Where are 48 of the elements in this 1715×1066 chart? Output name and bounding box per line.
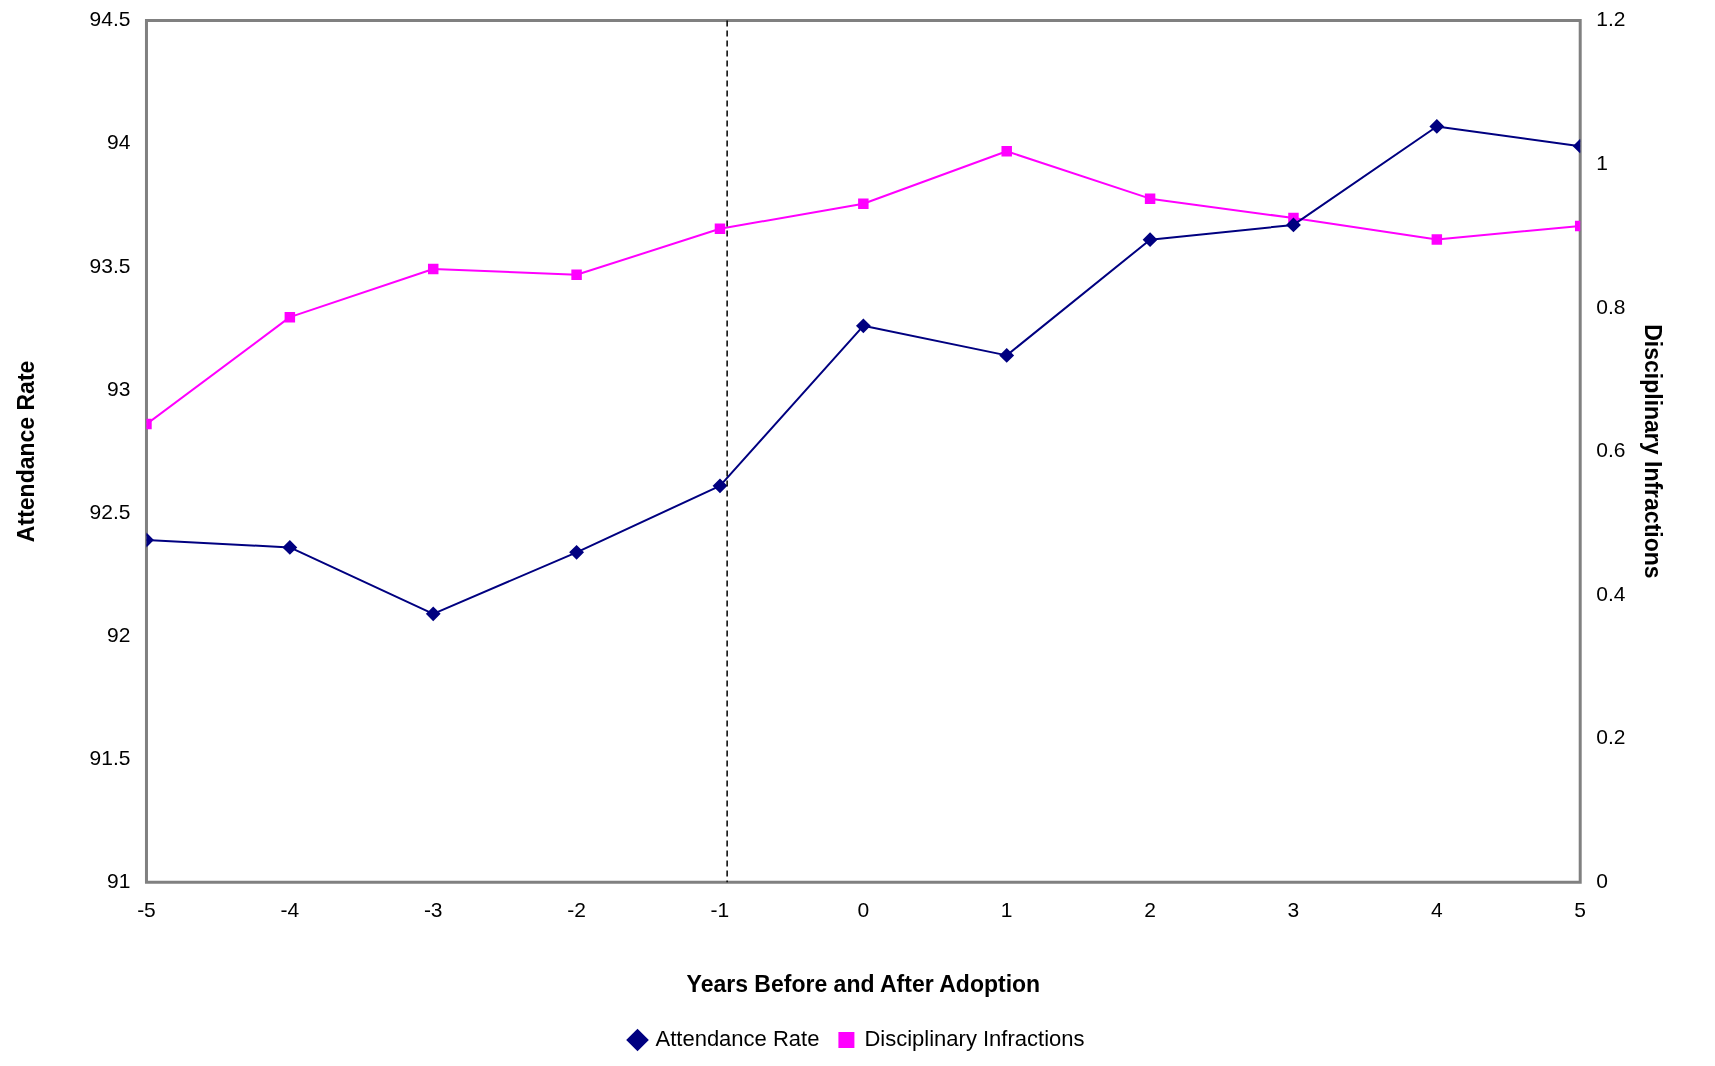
legend-label: Disciplinary Infractions	[864, 1026, 1085, 1052]
y-axis-title: Attendance Rate	[13, 360, 40, 543]
x-tick-label: -3	[423, 897, 443, 921]
y2-tick-label: 0.2	[1596, 725, 1626, 749]
point	[1429, 119, 1444, 134]
y-tick-label: 92.5	[89, 499, 131, 523]
point	[571, 269, 582, 281]
x-tick-label: 5	[1574, 897, 1587, 921]
legend-label: Attendance Rate	[655, 1026, 820, 1052]
point	[426, 606, 441, 621]
x-tick-label: -1	[710, 897, 730, 921]
point	[712, 478, 727, 493]
point	[1286, 217, 1301, 232]
point	[856, 318, 871, 333]
x-tick-label: 2	[1144, 897, 1156, 921]
y-tick-label: 94	[107, 130, 131, 154]
x-tick-label: 3	[1287, 897, 1300, 921]
y2-tick-label: 0.6	[1596, 438, 1626, 462]
y2-tick-label: 1.2	[1596, 7, 1626, 31]
x-tick-label: 1	[1000, 897, 1013, 921]
point	[1143, 232, 1158, 247]
y2-tick-label: 1	[1596, 151, 1608, 174]
y2-tick-label: 0.4	[1596, 581, 1626, 605]
point	[999, 348, 1014, 363]
x-tick-label: 0	[857, 897, 870, 921]
point	[1144, 193, 1156, 204]
x-tick-label: 4	[1430, 897, 1443, 921]
x-axis-title: Years Before and After Adoption	[686, 970, 1041, 997]
y2-tick-label: 0	[1596, 869, 1608, 892]
x-tick-label: -2	[567, 897, 586, 921]
y-tick-label: 93	[107, 376, 131, 400]
x-tick-label: -5	[137, 897, 156, 921]
y-tick-label: 92	[107, 622, 131, 646]
point	[427, 263, 439, 275]
point	[858, 198, 869, 209]
point	[1001, 146, 1012, 157]
point	[282, 540, 297, 555]
x-tick-label: -4	[280, 897, 300, 921]
y2-tick-label: 0.8	[1596, 294, 1626, 318]
point	[569, 545, 584, 560]
point	[1431, 234, 1443, 245]
y-tick-label: 93.5	[89, 253, 131, 277]
y-tick-label: 94.5	[89, 7, 131, 31]
y2-axis-title: Disciplinary Infractions	[1639, 324, 1666, 579]
y-tick-label: 91	[107, 869, 131, 892]
point	[284, 311, 296, 323]
point	[714, 223, 726, 235]
y-tick-label: 91.5	[89, 745, 131, 769]
